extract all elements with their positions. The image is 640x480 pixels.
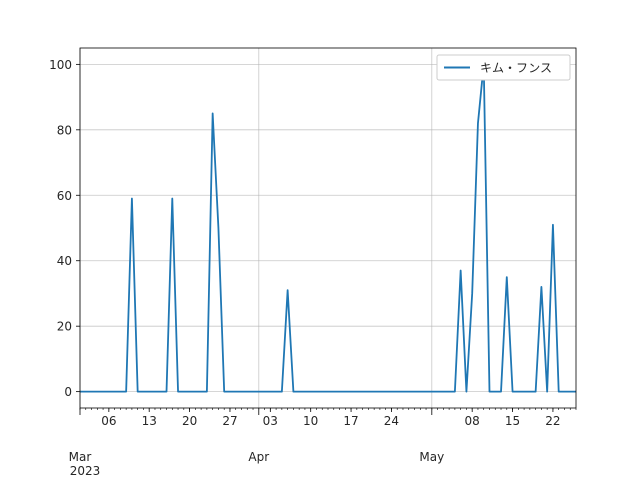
x-year-label: 2023 [70,464,101,478]
y-tick-label: 20 [57,320,72,334]
legend-box [436,54,571,81]
legend: キム・フンス [436,54,571,81]
x-minor-tick-label: 08 [465,414,480,428]
y-tick-label: 40 [57,254,72,268]
x-minor-tick-label: 24 [384,414,399,428]
x-month-label: Apr [248,450,269,464]
x-minor-tick-label: 27 [222,414,237,428]
x-minor-tick-label: 22 [545,414,560,428]
series-layer [80,63,576,393]
grid-lines [79,48,576,408]
series-line [80,63,576,393]
y-tick-label: 80 [57,123,72,137]
x-minor-tick-label: 13 [142,414,157,428]
x-month-label: Mar [69,450,92,464]
x-minor-tick-label: 10 [303,414,318,428]
y-tick-label: 60 [57,189,72,203]
x-minor-tick-label: 06 [101,414,116,428]
x-minor-tick-label: 15 [505,414,520,428]
y-tick-label: 100 [49,58,72,72]
plot-frame [79,47,577,409]
x-minor-tick-label: 03 [263,414,278,428]
legend-label: キム・フンス [480,61,552,75]
y-tick-label: 0 [64,385,72,399]
x-minor-tick-label: 20 [182,414,197,428]
x-minor-tick-label: 17 [343,414,358,428]
axis-ticks: 0 20 40 60 80 100 06 13 20 27 03 10 17 24 08 15 22 Mar202… [49,58,577,478]
x-month-label: May [419,450,444,464]
